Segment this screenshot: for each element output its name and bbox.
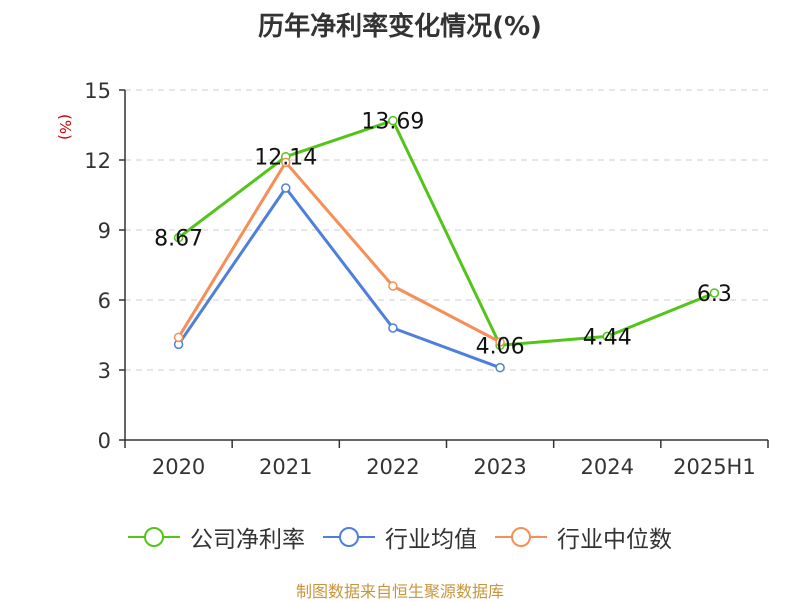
legend-marker (144, 527, 164, 547)
legend-label: 行业均值 (385, 527, 477, 553)
data-label: 4.06 (476, 334, 525, 359)
y-axis-label: (%) (56, 114, 74, 140)
legend-marker (339, 527, 359, 547)
legend-swatch (495, 527, 547, 547)
y-tick-label: 6 (98, 289, 111, 313)
legend-item[interactable]: 行业中位数 (495, 520, 672, 554)
data-point (495, 337, 505, 347)
x-tick-label: 2021 (259, 455, 312, 479)
data-point (495, 362, 505, 373)
data-label: 13.69 (361, 110, 424, 135)
legend-label: 行业中位数 (557, 527, 672, 553)
series-line (177, 186, 501, 370)
series (173, 115, 720, 373)
data-label: 6.3 (697, 282, 732, 307)
data-label: 4.44 (583, 325, 632, 350)
data-point (709, 288, 720, 298)
data-point (281, 157, 291, 168)
y-tick-label: 12 (84, 149, 111, 173)
legend-swatch (323, 527, 375, 547)
data-label: 12.14 (254, 146, 317, 171)
source-footer: 制图数据来自恒生聚源数据库 (295, 582, 504, 601)
y-tick-label: 0 (98, 429, 111, 453)
data-label: 8.67 (154, 227, 203, 252)
x-tick-label: 2022 (366, 455, 419, 479)
legend-label: 公司净利率 (190, 527, 305, 553)
data-point (281, 183, 291, 193)
data-point (173, 232, 184, 243)
legend: 公司净利率 行业均值 行业中位数 (0, 520, 800, 554)
legend-swatch (128, 527, 180, 547)
x-tick-label: 2025H1 (673, 455, 756, 479)
data-point (388, 281, 398, 291)
y-tick-label: 15 (84, 79, 111, 103)
x-tick-label: 2023 (473, 455, 526, 479)
data-point (388, 115, 398, 126)
y-tick-label: 3 (98, 359, 111, 383)
data-point (602, 331, 612, 342)
axes: 0 3 6 9 12 15 2020 2021 2022 2023 2024 2025H1 (84, 79, 769, 479)
data-labels: 8.67 12.14 13.69 4.06 4.44 6.3 (154, 110, 732, 360)
legend-marker (511, 527, 531, 547)
chart-title: 历年净利率变化情况(%) (258, 12, 542, 42)
data-point (388, 323, 398, 333)
y-tick-label: 9 (98, 219, 111, 243)
legend-item[interactable]: 公司净利率 (128, 520, 305, 554)
legend-item[interactable]: 行业均值 (323, 520, 477, 554)
x-tick-label: 2024 (581, 455, 634, 479)
series-line (177, 119, 715, 347)
series-line (177, 160, 501, 344)
x-tick-label: 2020 (152, 455, 205, 479)
data-point (173, 332, 184, 343)
